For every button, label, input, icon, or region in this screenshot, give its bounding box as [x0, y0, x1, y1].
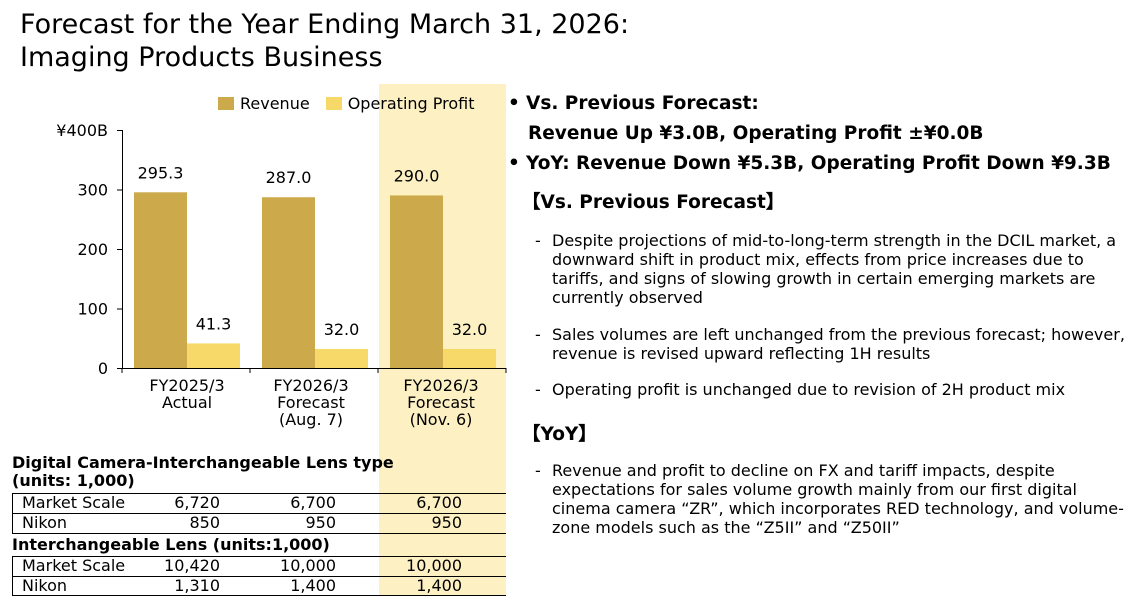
bar-operating-profit-0 [187, 343, 240, 368]
table-1-title: Digital Camera-Interchangeable Lens type… [12, 454, 394, 490]
legend-item-operating-profit: Operating Profit [325, 94, 475, 113]
yoy-item-1: - Revenue and profit to decline on FX an… [535, 461, 1140, 537]
vs-previous-item-2: - Sales volumes are left unchanged from … [535, 325, 1140, 363]
data-label-operating-profit-2: 32.0 [452, 320, 488, 339]
item-text: Sales volumes are left unchanged from th… [552, 325, 1125, 363]
cell-nov6: 1,400 [416, 576, 462, 595]
table-row: Nikon 850 950 950 [12, 513, 506, 533]
row-label: Nikon [22, 513, 68, 532]
bullet-1-text: Vs. Previous Forecast: [526, 93, 759, 114]
cell-aug7: 950 [305, 513, 336, 532]
data-label-operating-profit-0: 41.3 [196, 314, 232, 333]
table-2-title-line-1: Interchangeable Lens (units:1,000) [12, 535, 330, 554]
vs-previous-item-1: - Despite projections of mid-to-long-ter… [535, 231, 1140, 307]
summary-bullet-1: • Vs. Previous Forecast: [508, 93, 759, 115]
cell-fy2025: 1,310 [174, 576, 220, 595]
cell-fy2025: 850 [189, 513, 220, 532]
x-category-1-line-3: (Aug. 7) [278, 410, 344, 429]
vs-previous-item-3: - Operating profit is unchanged due to r… [535, 380, 1140, 399]
cell-nov6: 6,700 [416, 493, 462, 512]
title-line-2: Imaging Products Business [20, 42, 383, 73]
x-category-1-line-1: FY2026/3 [273, 376, 349, 395]
legend-item-revenue: Revenue [218, 94, 310, 113]
table-2-title: Interchangeable Lens (units:1,000) [12, 536, 330, 554]
x-category-0-line-2: Actual [161, 393, 213, 412]
cell-nov6: 10,000 [406, 556, 462, 575]
table-row: Nikon 1,310 1,400 1,400 [12, 576, 506, 596]
bar-revenue-1 [262, 197, 315, 368]
y-tick-label: 300 [77, 181, 108, 200]
chart-data-labels: 295.3 41.3 287.0 32.0 290.0 32.0 [138, 163, 488, 339]
cell-aug7: 1,400 [290, 576, 336, 595]
dash-glyph: - [535, 325, 541, 344]
x-category-2-line-2: Forecast [407, 393, 475, 412]
x-category-0: FY2025/3 Actual [127, 377, 247, 411]
bullet-dot: • [508, 93, 520, 114]
table-1-title-line-2: (units: 1,000) [12, 471, 135, 490]
row-label: Market Scale [22, 493, 126, 512]
y-tick-label: ¥400B [56, 121, 108, 140]
bar-chart: ¥400B 300 200 100 0 295.3 41.3 287.0 32.0 290.0 3… [56, 121, 507, 375]
page-title: Forecast for the Year Ending March 31, 2… [20, 8, 629, 74]
dash-glyph: - [535, 231, 541, 250]
x-category-1: FY2026/3 Forecast (Aug. 7) [251, 377, 371, 428]
table-1-title-line-1: Digital Camera-Interchangeable Lens type [12, 453, 394, 472]
item-text: Revenue and profit to decline on FX and … [552, 461, 1124, 537]
y-tick-label: 0 [98, 359, 108, 375]
bar-operating-profit-2 [443, 348, 496, 368]
cell-nov6: 950 [431, 513, 462, 532]
bar-operating-profit-1 [315, 348, 368, 368]
cell-aug7: 6,700 [290, 493, 336, 512]
row-label: Nikon [22, 576, 68, 595]
legend-swatch-operating-profit [325, 97, 342, 110]
y-tick-label: 200 [77, 240, 108, 259]
cell-aug7: 10,000 [280, 556, 336, 575]
x-category-1-line-2: Forecast [277, 393, 345, 412]
title-line-1: Forecast for the Year Ending March 31, 2… [20, 9, 630, 40]
vs-previous-heading: 【Vs. Previous Forecast】 [522, 192, 785, 213]
x-category-2-line-1: FY2026/3 [403, 376, 479, 395]
chart-bars [134, 192, 496, 368]
summary-bullet-1-detail: Revenue Up ¥3.0B, Operating Profit ±¥0.0… [528, 123, 984, 144]
dash-glyph: - [535, 461, 541, 480]
cell-fy2025: 6,720 [174, 493, 220, 512]
dash-glyph: - [535, 380, 541, 399]
table-row: Market Scale 6,720 6,700 6,700 [12, 493, 506, 513]
bar-revenue-2 [390, 195, 443, 368]
x-category-2-line-3: (Nov. 6) [409, 410, 473, 429]
bullet-dot: • [508, 153, 520, 174]
legend-label-operating-profit: Operating Profit [347, 94, 475, 113]
bullet-2-text: YoY: Revenue Down ¥5.3B, Operating Profi… [526, 153, 1111, 174]
chart-legend: Revenue Operating Profit [218, 94, 491, 113]
item-text: Operating profit is unchanged due to rev… [552, 380, 1066, 399]
y-tick-label: 100 [77, 300, 108, 319]
x-category-2: FY2026/3 Forecast (Nov. 6) [381, 377, 501, 428]
x-category-0-line-1: FY2025/3 [149, 376, 225, 395]
bar-revenue-0 [134, 192, 187, 368]
chart-axes: ¥400B 300 200 100 0 [56, 121, 507, 375]
data-label-operating-profit-1: 32.0 [324, 320, 360, 339]
legend-label-revenue: Revenue [240, 94, 310, 113]
item-text: Despite projections of mid-to-long-term … [552, 231, 1117, 307]
row-label: Market Scale [22, 556, 126, 575]
yoy-heading: 【YoY】 [522, 424, 597, 445]
summary-bullet-2: • YoY: Revenue Down ¥5.3B, Operating Prof… [508, 153, 1111, 175]
data-label-revenue-1: 287.0 [266, 168, 312, 187]
cell-fy2025: 10,420 [164, 556, 220, 575]
legend-swatch-revenue [218, 97, 234, 110]
data-label-revenue-2: 290.0 [394, 166, 440, 185]
table-row: Market Scale 10,420 10,000 10,000 [12, 556, 506, 576]
data-label-revenue-0: 295.3 [138, 163, 184, 182]
